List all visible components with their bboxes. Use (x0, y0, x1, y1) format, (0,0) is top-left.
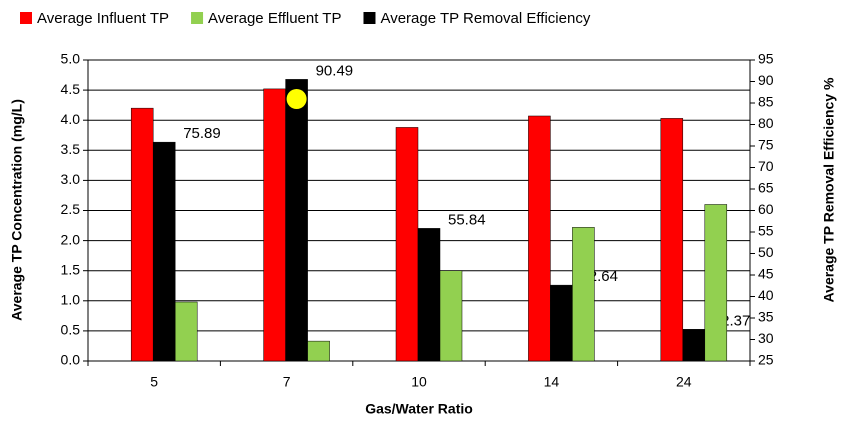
y-tick-label: 2.0 (61, 231, 81, 247)
y2-tick-label: 95 (758, 51, 774, 67)
x-tick-label: 24 (676, 374, 692, 390)
highlight-dot (286, 89, 307, 109)
data-label: 55.84 (448, 211, 486, 228)
y2-tick-label: 25 (758, 352, 774, 368)
y2-tick-label: 55 (758, 223, 774, 239)
bar (528, 115, 551, 362)
x-axis-title: Gas/Water Ratio (365, 401, 473, 417)
legend-label: Average Effluent TP (208, 10, 341, 27)
legend-swatch (20, 12, 32, 24)
legend-swatch (363, 12, 376, 24)
y2-axis-title: Average TP Removal Efficiency % (821, 77, 837, 302)
bar (263, 88, 286, 362)
y2-tick-label: 80 (758, 115, 774, 131)
y-tick-label: 0.5 (61, 322, 81, 338)
data-label: 75.89 (183, 125, 221, 142)
y2-tick-label: 30 (758, 330, 774, 346)
y-tick-label: 5.0 (61, 51, 81, 67)
y2-tick-label: 50 (758, 244, 774, 260)
legend-swatch (191, 12, 204, 24)
bar (307, 340, 330, 362)
y2-tick-label: 75 (758, 137, 774, 153)
y-axis-title: Average TP Concentration (mg/L) (9, 99, 25, 321)
y-tick-label: 0.0 (61, 352, 81, 368)
legend-label: Average Influent TP (37, 10, 169, 27)
y2-tick-label: 65 (758, 180, 774, 196)
bar (572, 227, 595, 362)
x-tick-label: 5 (150, 374, 158, 390)
y2-tick-label: 60 (758, 201, 774, 217)
y-tick-label: 1.0 (61, 292, 81, 308)
x-tick-label: 14 (544, 374, 560, 390)
y2-tick-label: 45 (758, 266, 774, 282)
bar (439, 270, 463, 362)
y-tick-label: 3.5 (61, 141, 81, 157)
y-tick-label: 1.5 (61, 261, 81, 277)
data-label: 90.49 (316, 62, 354, 79)
y2-tick-label: 90 (758, 72, 774, 88)
y2-tick-label: 35 (758, 309, 774, 325)
bar (704, 204, 728, 362)
bar (660, 118, 684, 362)
y2-tick-label: 40 (758, 287, 774, 303)
y-tick-label: 3.0 (61, 171, 81, 187)
bar (130, 107, 154, 362)
bar (682, 329, 706, 362)
x-tick-label: 7 (283, 374, 291, 390)
bar (152, 141, 176, 362)
y-tick-label: 4.5 (61, 81, 81, 97)
y2-tick-label: 85 (758, 94, 774, 110)
bar (550, 284, 573, 362)
bar (285, 79, 308, 362)
y-tick-label: 4.0 (61, 111, 81, 127)
legend-label: Average TP Removal Efficiency (380, 10, 590, 27)
bar (395, 127, 419, 362)
bar (174, 301, 198, 362)
x-tick-label: 10 (411, 374, 427, 390)
bar (417, 228, 441, 362)
y-tick-label: 2.5 (61, 201, 81, 217)
y2-tick-label: 70 (758, 158, 774, 174)
